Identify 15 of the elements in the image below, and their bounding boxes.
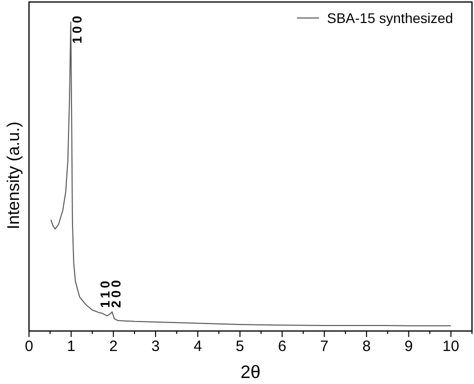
x-tick-label: 9 xyxy=(404,338,413,355)
y-axis-title: Intensity (a.u.) xyxy=(4,122,23,230)
x-tick-label: 4 xyxy=(194,338,202,355)
x-tick-label: 8 xyxy=(362,338,371,355)
x-tick-label: 6 xyxy=(278,338,286,355)
x-axis-title: 2θ xyxy=(240,362,261,382)
x-tick-label: 1 xyxy=(67,338,76,355)
legend-label: SBA-15 synthesized xyxy=(327,10,454,26)
x-tick-label: 0 xyxy=(24,338,34,355)
annotation: 100 xyxy=(69,12,84,44)
x-tick-label: 3 xyxy=(151,338,160,355)
x-tick-label: 5 xyxy=(236,338,244,355)
x-tick-label: 7 xyxy=(320,338,329,355)
x-tick-label: 10 xyxy=(442,338,460,355)
x-tick-label: 2 xyxy=(109,338,118,355)
